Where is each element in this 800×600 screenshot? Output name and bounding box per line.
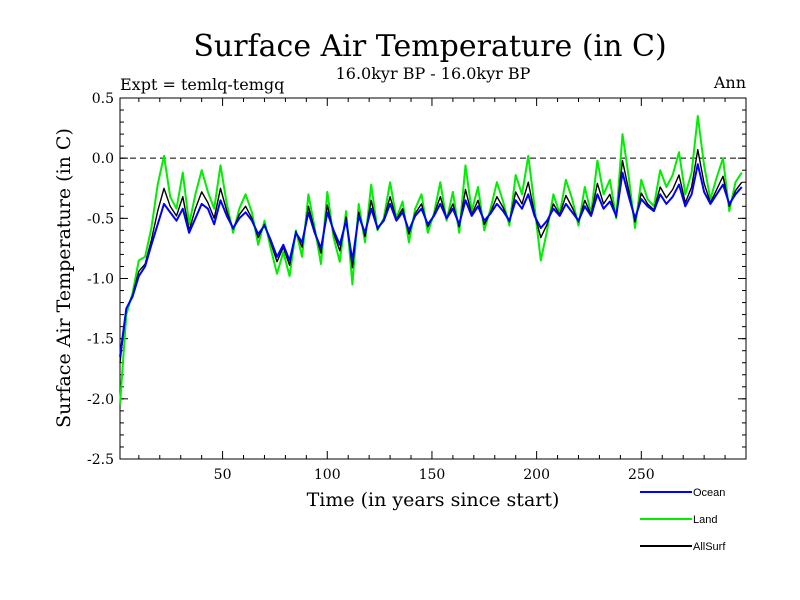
plot-area bbox=[119, 97, 747, 460]
legend: Ocean Land AllSurf bbox=[640, 487, 726, 553]
x-tick-label: 50 bbox=[214, 467, 232, 483]
x-tick-label: 100 bbox=[314, 467, 341, 483]
y-tick-label: 0.5 bbox=[92, 91, 114, 107]
legend-label-land: Land bbox=[693, 514, 717, 526]
x-axis-label: Time (in years since start) bbox=[307, 489, 560, 511]
y-tick-label: 0.0 bbox=[92, 151, 114, 167]
x-tick-label: 250 bbox=[628, 467, 655, 483]
series-line-ocean bbox=[119, 163, 743, 357]
series-layer bbox=[119, 115, 743, 405]
y-tick-label: -0.5 bbox=[87, 211, 114, 227]
series-line-allsurf bbox=[119, 148, 743, 363]
series-line-land bbox=[119, 115, 743, 405]
legend-label-ocean: Ocean bbox=[693, 487, 725, 499]
chart-title: Surface Air Temperature (in C) bbox=[193, 29, 666, 64]
chart-subtitle: 16.0kyr BP - 16.0kyr BP bbox=[336, 64, 531, 83]
y-tick-label: -1.0 bbox=[87, 272, 114, 288]
y-tick-label: -2.5 bbox=[87, 452, 114, 468]
y-tick-label: -1.5 bbox=[87, 332, 114, 348]
x-tick-label: 150 bbox=[419, 467, 446, 483]
season-label: Ann bbox=[713, 73, 746, 92]
axes: -2.5 -2.0 -1.5 -1.0 -0.5 0.0 0.5 50 100 150 200 250 bbox=[87, 91, 746, 483]
y-tick-label: -2.0 bbox=[87, 392, 114, 408]
plot-frame bbox=[119, 97, 747, 460]
x-tick-label: 200 bbox=[523, 467, 550, 483]
legend-label-allsurf: AllSurf bbox=[693, 541, 726, 553]
experiment-label: Expt = temlq-temgq bbox=[120, 75, 284, 94]
y-axis-label: Surface Air Temperature (in C) bbox=[53, 128, 75, 428]
